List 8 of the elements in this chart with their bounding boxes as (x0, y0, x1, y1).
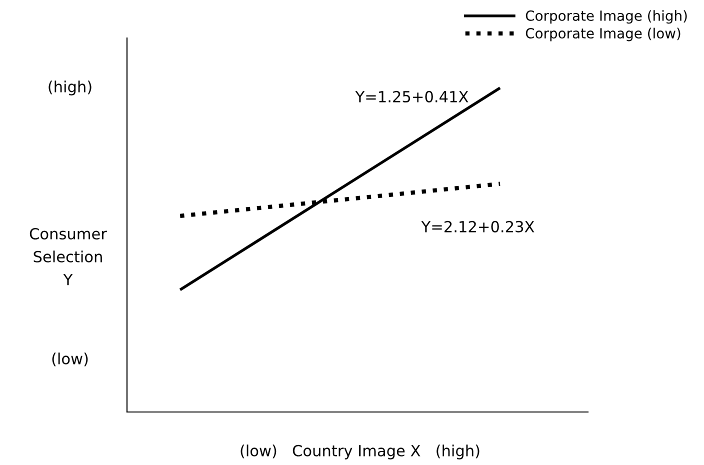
legend-label: Corporate Image (low) (526, 28, 680, 42)
text: (high) (48, 80, 92, 96)
text: (low) (52, 352, 88, 366)
x-axis-title: (low) Country Image X (high) (240, 444, 480, 460)
y-axis-title: Consumer Selection Y (30, 228, 107, 286)
annotation: Y=1.25+0.41X (355, 90, 468, 102)
annotation: Y=2.12+0.23X (421, 220, 534, 232)
legend-label: Corporate Image (high) (526, 10, 687, 24)
